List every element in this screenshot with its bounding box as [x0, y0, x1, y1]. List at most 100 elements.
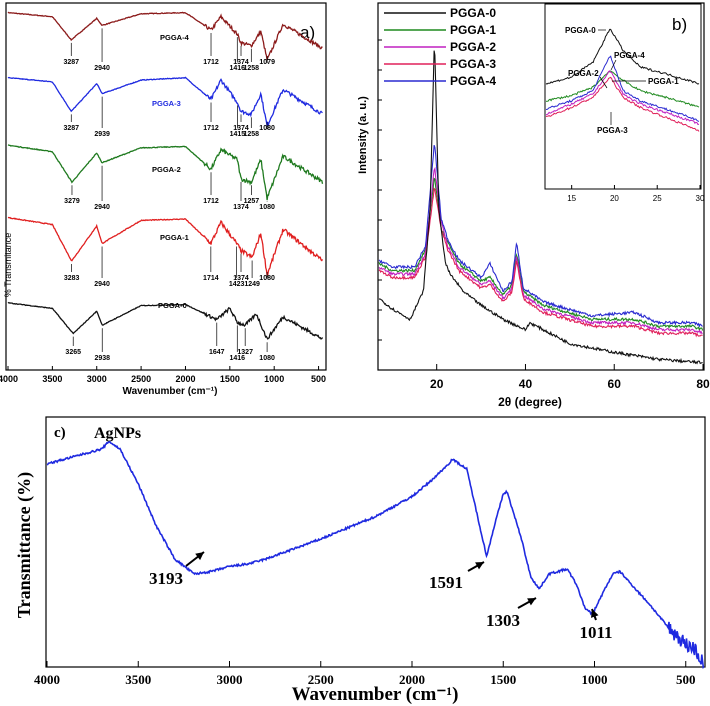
inset-pgga-1	[545, 70, 700, 108]
peak-annotation: 3283	[64, 275, 80, 282]
panel-a-series-label: PGGA-2	[152, 165, 181, 174]
peak-annotation: 3265	[65, 349, 81, 356]
panel-b-legend: PGGA-0 PGGA-1 PGGA-2 PGGA-3 PGGA-4	[384, 6, 496, 88]
peak-annotation: 1374	[233, 125, 249, 132]
panel-a-xtick-label: 500	[311, 374, 326, 384]
inset-label: PGGA-2	[568, 69, 599, 78]
panel-b: Intensity (a. u.) 2θ (degree) 20 40 60 80 P…	[357, 2, 710, 409]
legend-label: PGGA-4	[450, 74, 496, 88]
panel-b-frame	[377, 2, 705, 371]
peak-annotation: 2940	[94, 65, 110, 72]
spectrum-agnps	[46, 440, 705, 670]
peak-annotation: 2940	[94, 281, 110, 288]
spectrum-pgga-2	[7, 144, 324, 201]
inset-pointer	[599, 76, 608, 89]
panel-c-frame	[45, 416, 706, 668]
peak-annotation: 3279	[64, 198, 80, 205]
xrd-pgga-4	[378, 145, 703, 328]
panel-a-series	[7, 11, 324, 340]
peak-annotation: 1258	[244, 65, 260, 72]
peak-annotation: 1080	[259, 125, 275, 132]
panel-c-xtick-label: 2000	[399, 672, 425, 687]
panel-a-xtick-label: 3000	[87, 374, 107, 384]
panel-a-series-label: PGGA-4	[160, 33, 190, 42]
peak-annotation: 1303	[486, 611, 520, 630]
peak-annotation: 3287	[63, 59, 79, 66]
xrd-pgga-0	[378, 50, 703, 365]
panel-a-xticks: 4000 3500 3000 2500 2000 1500 1000 500	[0, 366, 326, 384]
panel-c-xticks: 4000 3500 3000 2500 2000 1500 1000 500	[34, 661, 696, 687]
inset-label: PGGA-1	[648, 77, 679, 86]
panel-a-frame	[5, 2, 327, 371]
panel-b-xlabel: 2θ (degree)	[498, 395, 562, 409]
spectrum-pgga-3	[7, 76, 323, 127]
panel-a-xtick-label: 1500	[220, 374, 240, 384]
peak-annotation: 1712	[203, 125, 219, 132]
peak-annotation: 1080	[259, 275, 275, 282]
panel-c-xtick-label: 1500	[490, 672, 516, 687]
panel-a-xtick-label: 2000	[175, 374, 195, 384]
peak-annotation: 2940	[94, 204, 110, 211]
panel-b-inset-xticks: 15 20 25 30	[567, 185, 705, 203]
peak-annotation: 1327	[237, 349, 253, 356]
inset-xtick-label: 15	[567, 194, 576, 203]
panel-a-xlabel: Wavenumber (cm⁻¹)	[123, 386, 218, 397]
panel-c-ylabel: Transmittance (%)	[14, 472, 35, 618]
legend-label: PGGA-0	[450, 6, 496, 20]
peak-annotation: 1011	[579, 623, 612, 642]
spectrum-pgga-4	[7, 11, 323, 61]
panel-a-ylabel: % Transmitance	[3, 233, 13, 298]
panel-a-series-label: PGGA-0	[158, 301, 187, 310]
panel-a-xtick-label: 3500	[42, 374, 62, 384]
annotation-arrowhead	[195, 552, 204, 561]
xrd-pgga-3	[378, 187, 703, 338]
panel-c-series	[46, 440, 705, 670]
peak-annotation: 1080	[259, 204, 275, 211]
panel-c-xtick-label: 2500	[308, 672, 334, 687]
panel-c-label: c)	[54, 425, 66, 441]
spectrum-pgga-0	[7, 301, 324, 340]
panel-b-label: b)	[672, 15, 687, 34]
xrd-pgga-1	[378, 177, 704, 332]
panel-c-xtick-label: 3000	[217, 672, 243, 687]
peak-annotation: 1374	[233, 204, 249, 211]
inset-pointer	[610, 59, 617, 71]
peak-annotation: 2938	[94, 355, 110, 362]
inset-xtick-label: 30	[696, 194, 705, 203]
panel-b-xtick-label: 60	[608, 377, 622, 391]
panel-a-xtick-label: 2500	[131, 374, 151, 384]
panel-b-xtick-label: 20	[430, 377, 444, 391]
annotation-arrowhead	[527, 598, 536, 606]
peak-annotation: 1423	[229, 281, 245, 288]
panel-b-inset-series	[545, 28, 700, 132]
panel-a-series-labels: PGGA-4 PGGA-3 PGGA-2 PGGA-1 PGGA-0	[152, 33, 190, 310]
inset-pgga-4	[545, 55, 700, 122]
panel-a-annotations: 3287294017121416137412581079328729391712…	[63, 28, 275, 362]
panel-b-xticks: 20 40 60 80	[378, 39, 710, 391]
peak-annotation: 1712	[203, 59, 219, 66]
annotation-arrowhead	[591, 609, 599, 618]
inset-label: PGGA-3	[597, 126, 628, 135]
legend-label: PGGA-3	[450, 57, 496, 71]
peak-annotation: 1647	[209, 349, 225, 356]
panel-b-inset-labels: PGGA-0 PGGA-4 PGGA-2 PGGA-1 PGGA-3	[565, 26, 679, 135]
panel-c-xtick-label: 3500	[125, 672, 151, 687]
panel-c-xtick-label: 4000	[34, 672, 60, 687]
inset-label: PGGA-4	[614, 51, 645, 60]
inset-label: PGGA-0	[565, 26, 596, 35]
peak-annotation: 1257	[244, 198, 260, 205]
inset-xtick-label: 20	[610, 194, 619, 203]
panel-a-series-label: PGGA-1	[160, 233, 189, 242]
peak-annotation: 1080	[259, 355, 275, 362]
peak-annotation: 1591	[429, 573, 463, 592]
peak-annotation: 2939	[94, 131, 110, 138]
panel-c-annotations: 3193 1591 1303 1011	[149, 551, 613, 642]
peak-annotation: 3287	[63, 125, 79, 132]
spectrum-pgga-1	[7, 216, 324, 277]
peak-annotation: 1079	[259, 59, 275, 66]
peak-annotation: 1249	[244, 281, 260, 288]
inset-pgga-0	[545, 28, 700, 85]
peak-annotation: 1374	[233, 275, 249, 282]
peak-annotation: 1374	[233, 59, 249, 66]
